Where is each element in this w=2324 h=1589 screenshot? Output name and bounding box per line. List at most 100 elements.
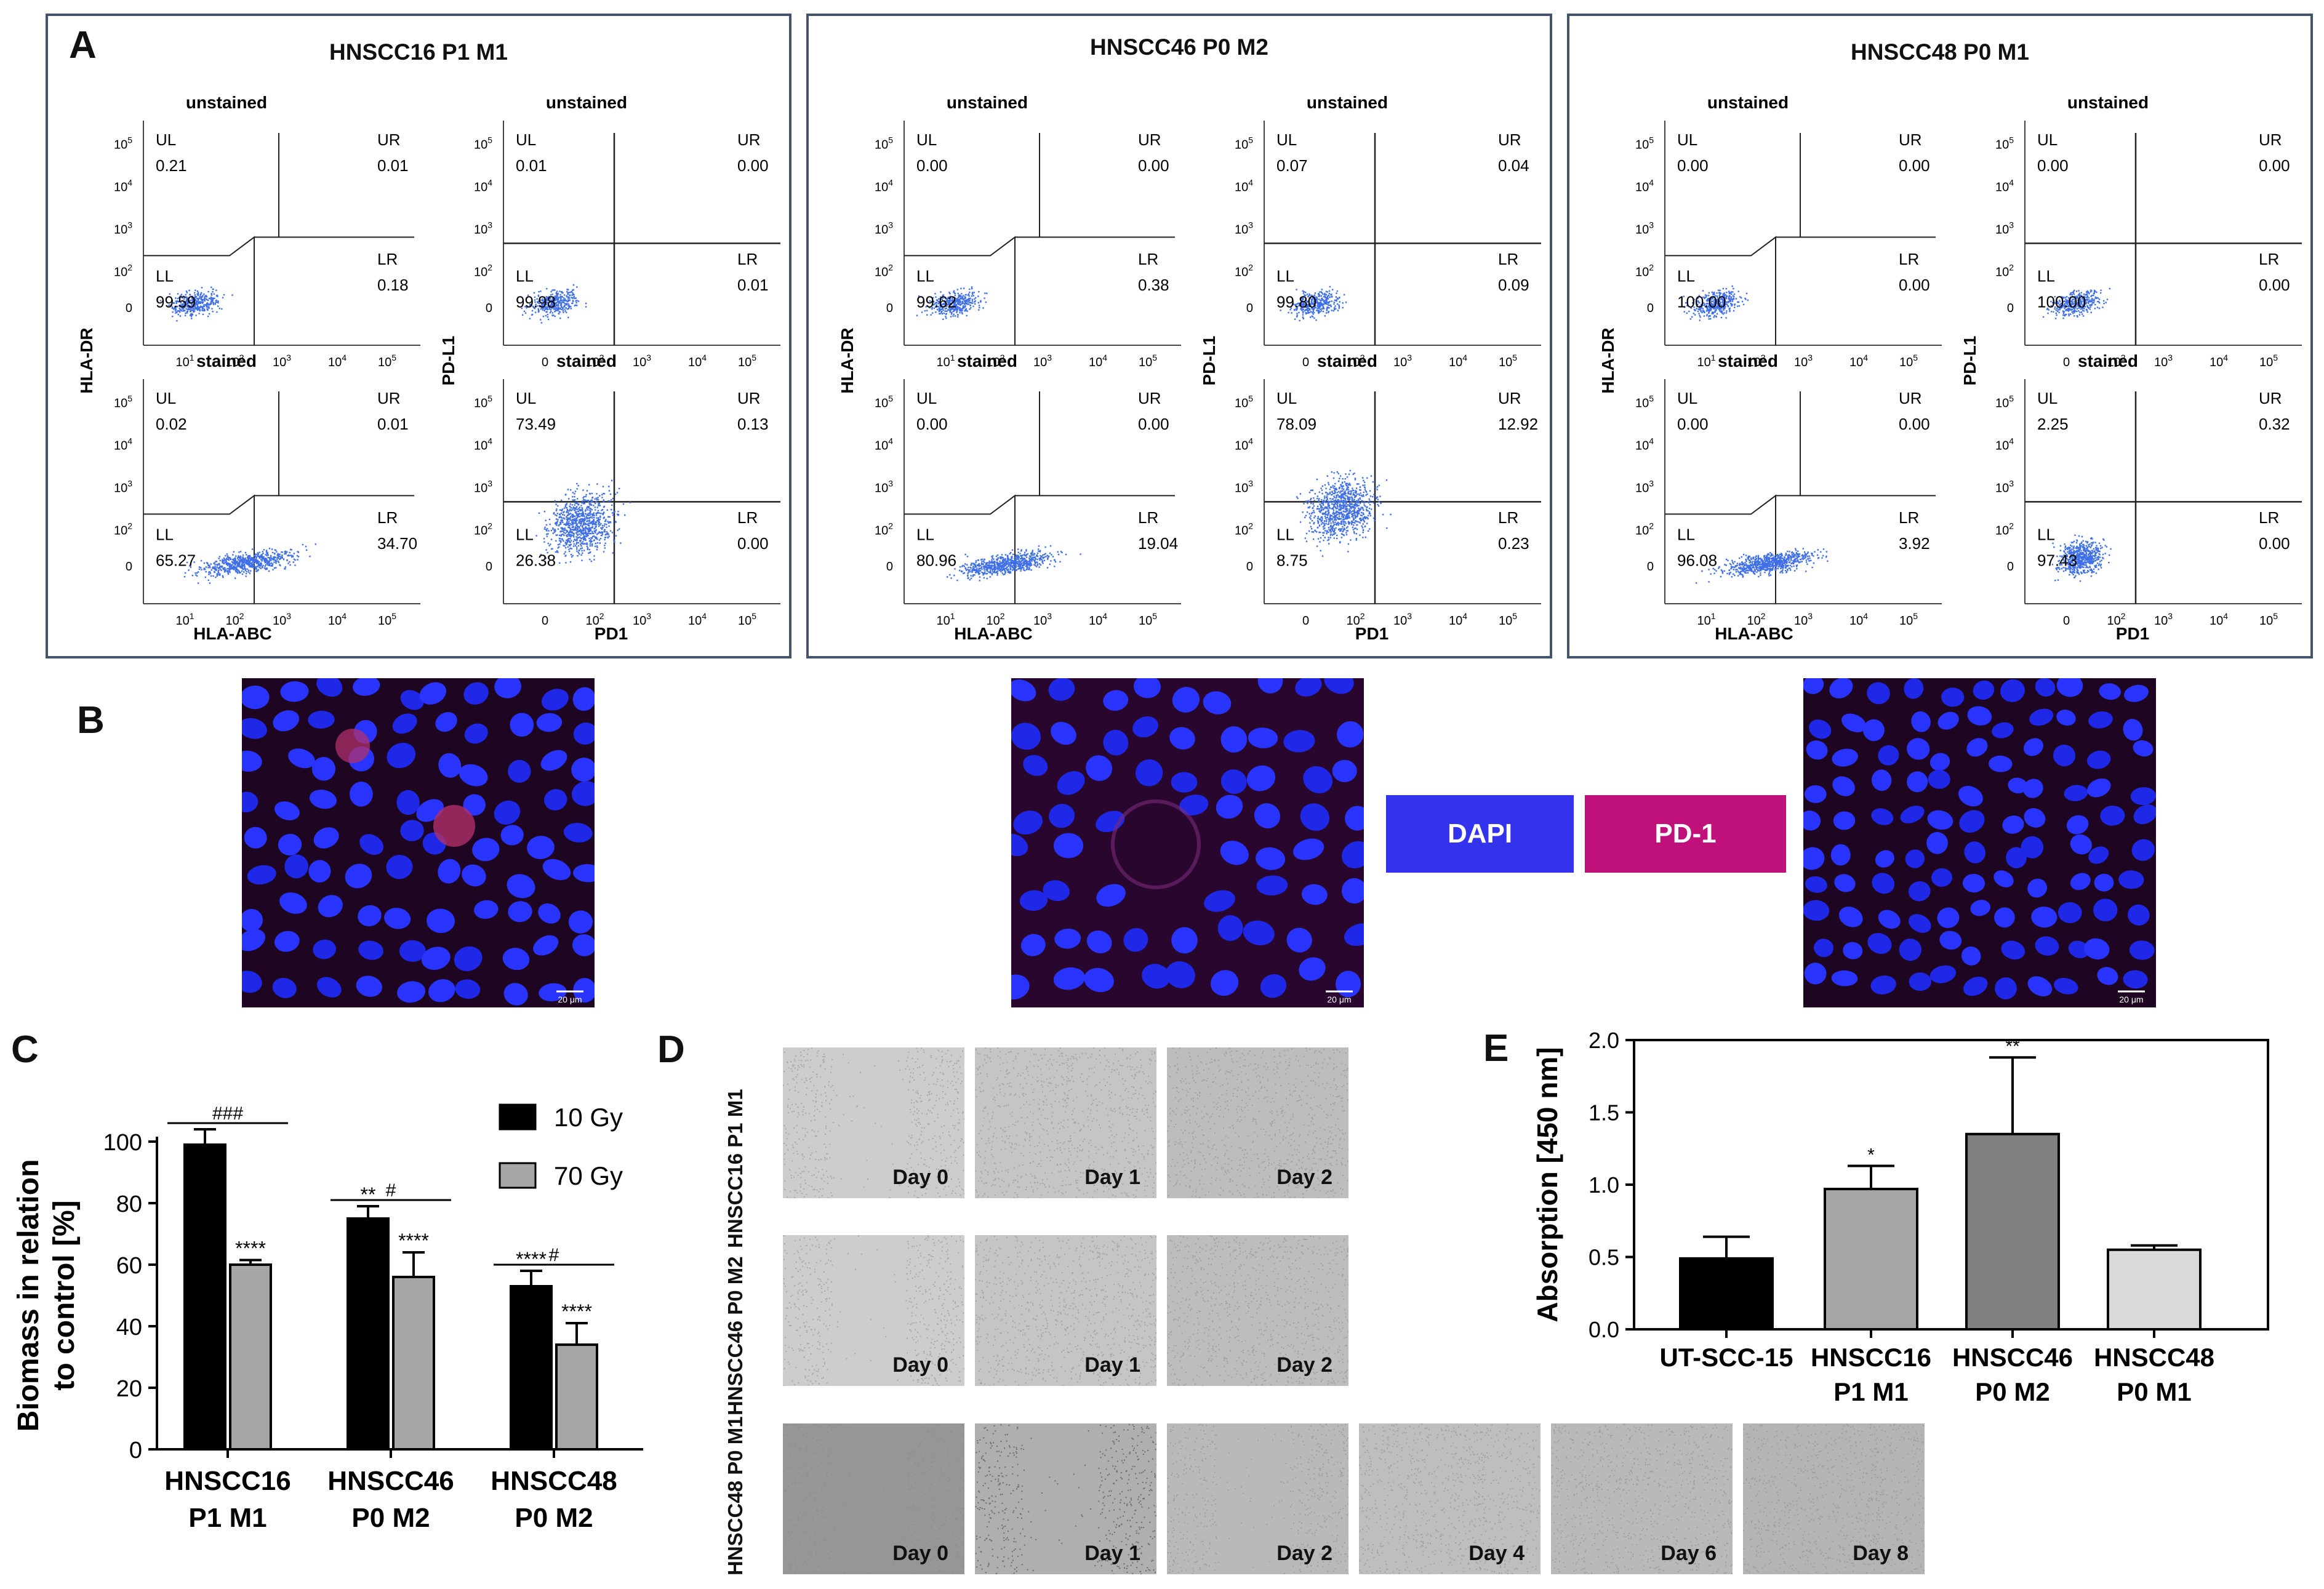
quadrant-name: UL bbox=[156, 389, 176, 407]
tick-label: 102 bbox=[585, 611, 604, 628]
flow-group-title: HNSCC48 P0 M1 bbox=[1851, 39, 2029, 65]
tick-label: 105 bbox=[738, 611, 756, 628]
plot-label: stained bbox=[1718, 351, 1778, 370]
x-tick-label: P1 M1 bbox=[188, 1503, 266, 1533]
quadrant-value-ul: 78.09 bbox=[1276, 415, 1316, 433]
y-tick-label: 20 bbox=[116, 1376, 142, 1402]
plot-label: unstained bbox=[1707, 93, 1789, 112]
tick-label: 105 bbox=[378, 353, 396, 369]
tick-label: 104 bbox=[1449, 611, 1467, 628]
flow-plot: stained 105 104 103 102 0 0 102 103 104 105 UL 2.25 U… bbox=[1995, 351, 2302, 628]
tick-label: 103 bbox=[1033, 611, 1052, 628]
legend-label: 10 Gy bbox=[554, 1103, 623, 1132]
tick-label: 105 bbox=[114, 393, 132, 410]
day-label: Day 2 bbox=[1276, 1166, 1332, 1189]
tick-label: 101 bbox=[1697, 353, 1715, 369]
flow-plot: unstained 105 104 103 102 0 101 102 103 104 105 UL 0… bbox=[875, 93, 1181, 369]
tick-label: 101 bbox=[1697, 611, 1715, 628]
significance-star: **** bbox=[235, 1238, 266, 1260]
tick-label: 102 bbox=[1235, 262, 1253, 279]
plot-label: unstained bbox=[186, 93, 267, 112]
tick-label: 103 bbox=[1235, 220, 1253, 236]
tick-label: 0 bbox=[1647, 560, 1654, 574]
flow-group-title: HNSCC46 P0 M2 bbox=[1090, 34, 1268, 60]
quadrant-value-ur: 0.00 bbox=[1899, 156, 1930, 175]
plot-label: stained bbox=[1317, 351, 1377, 370]
tick-label: 102 bbox=[1635, 521, 1654, 537]
tick-label: 102 bbox=[1635, 262, 1654, 279]
tick-label: 0 bbox=[2063, 614, 2070, 628]
row-label-hnscc46: HNSCC46 P0 M2 bbox=[724, 1256, 747, 1415]
tick-label: 103 bbox=[2154, 611, 2173, 628]
significance-star: **** bbox=[398, 1230, 429, 1252]
tick-label: 105 bbox=[2259, 353, 2278, 369]
tick-label: 104 bbox=[1235, 177, 1253, 194]
tick-label: 104 bbox=[688, 353, 707, 369]
quadrant-name: UL bbox=[2037, 130, 2058, 149]
tick-label: 103 bbox=[633, 353, 651, 369]
gate-line bbox=[1665, 494, 1776, 604]
tick-label: 104 bbox=[1235, 436, 1253, 452]
tick-label: 102 bbox=[474, 262, 492, 279]
y-tick-label: 0.0 bbox=[1589, 1317, 1619, 1342]
tick-label: 101 bbox=[175, 611, 194, 628]
tick-label: 104 bbox=[474, 177, 492, 194]
quadrant-name: LR bbox=[377, 250, 398, 268]
significance-star: ** bbox=[2005, 1036, 2020, 1057]
tick-label: 103 bbox=[1794, 611, 1813, 628]
tick-label: 103 bbox=[1794, 353, 1813, 369]
wound-image: Day 1 bbox=[975, 1235, 1156, 1386]
quadrant-value-lr: 0.00 bbox=[737, 534, 769, 553]
event-dots bbox=[2042, 287, 2110, 319]
tick-label: 0 bbox=[2007, 302, 2014, 315]
quadrant-name: UR bbox=[1899, 389, 1922, 407]
y-axis-title: Biomass in relation to control [%] bbox=[12, 1159, 81, 1432]
tick-label: 104 bbox=[875, 436, 893, 452]
quadrant-name: UR bbox=[2259, 389, 2282, 407]
quadrant-name: LR bbox=[1498, 508, 1518, 527]
quadrant-value-ll: 80.96 bbox=[916, 551, 956, 570]
flow-plot: stained 105 104 103 102 0 101 102 103 104 105 UL 0.0… bbox=[114, 351, 420, 628]
gate-line bbox=[143, 494, 255, 604]
tick-label: 103 bbox=[1995, 220, 2014, 236]
y-tick-label: 0.5 bbox=[1589, 1245, 1619, 1270]
wound-image: Day 0 bbox=[783, 1423, 964, 1574]
tick-label: 105 bbox=[474, 393, 492, 410]
x-tick-label: P0 M1 bbox=[2117, 1377, 2191, 1406]
quadrant-name: UR bbox=[1138, 130, 1161, 149]
y-axis-title: PD-L1 bbox=[1200, 336, 1219, 386]
tick-label: 105 bbox=[1139, 611, 1157, 628]
quadrant-name: LR bbox=[1899, 508, 1919, 527]
y-tick-label: 1.5 bbox=[1589, 1100, 1619, 1126]
flow-group-plots: HLA-ABC PD1 HLA-DR PD-L1 unstained 105 104 103 1… bbox=[77, 93, 780, 643]
quadrant-name: UL bbox=[516, 130, 536, 149]
event-dots bbox=[916, 286, 988, 320]
quadrant-value-lr: 0.01 bbox=[737, 276, 769, 294]
tick-label: 102 bbox=[114, 521, 132, 537]
quadrant-value-ul: 0.21 bbox=[156, 156, 187, 175]
plot-label: unstained bbox=[1307, 93, 1388, 112]
tick-label: 0 bbox=[2063, 356, 2070, 369]
quadrant-value-ul: 0.00 bbox=[1677, 156, 1709, 175]
tick-label: 102 bbox=[875, 521, 893, 537]
nuclei bbox=[242, 678, 595, 1006]
quadrant-value-ll: 99.98 bbox=[516, 293, 556, 311]
scale-bar-label: 20 μm bbox=[558, 995, 582, 1004]
quadrant-value-lr: 0.00 bbox=[1899, 276, 1930, 294]
quadrant-value-ll: 100.00 bbox=[1677, 293, 1726, 311]
tick-label: 0 bbox=[1302, 356, 1309, 369]
wound-image: Day 8 bbox=[1743, 1423, 1925, 1574]
tick-label: 103 bbox=[114, 220, 132, 236]
tick-label: 102 bbox=[1747, 611, 1765, 628]
wound-image: Day 1 bbox=[975, 1423, 1156, 1574]
y-axis-title: HLA-DR bbox=[77, 327, 96, 393]
microscopy-image-hnscc46: 20 μm bbox=[1011, 678, 1364, 1007]
x-tick-label: HNSCC48 bbox=[2094, 1343, 2214, 1372]
tick-label: 0 bbox=[2007, 560, 2014, 574]
quadrant-value-ur: 0.00 bbox=[2259, 156, 2290, 175]
tick-label: 103 bbox=[1995, 478, 2014, 495]
day-label: Day 6 bbox=[1661, 1542, 1717, 1565]
x-tick-label: HNSCC48 bbox=[491, 1466, 617, 1496]
quadrant-name: LR bbox=[2259, 508, 2279, 527]
panel-b-label: B bbox=[77, 699, 105, 742]
